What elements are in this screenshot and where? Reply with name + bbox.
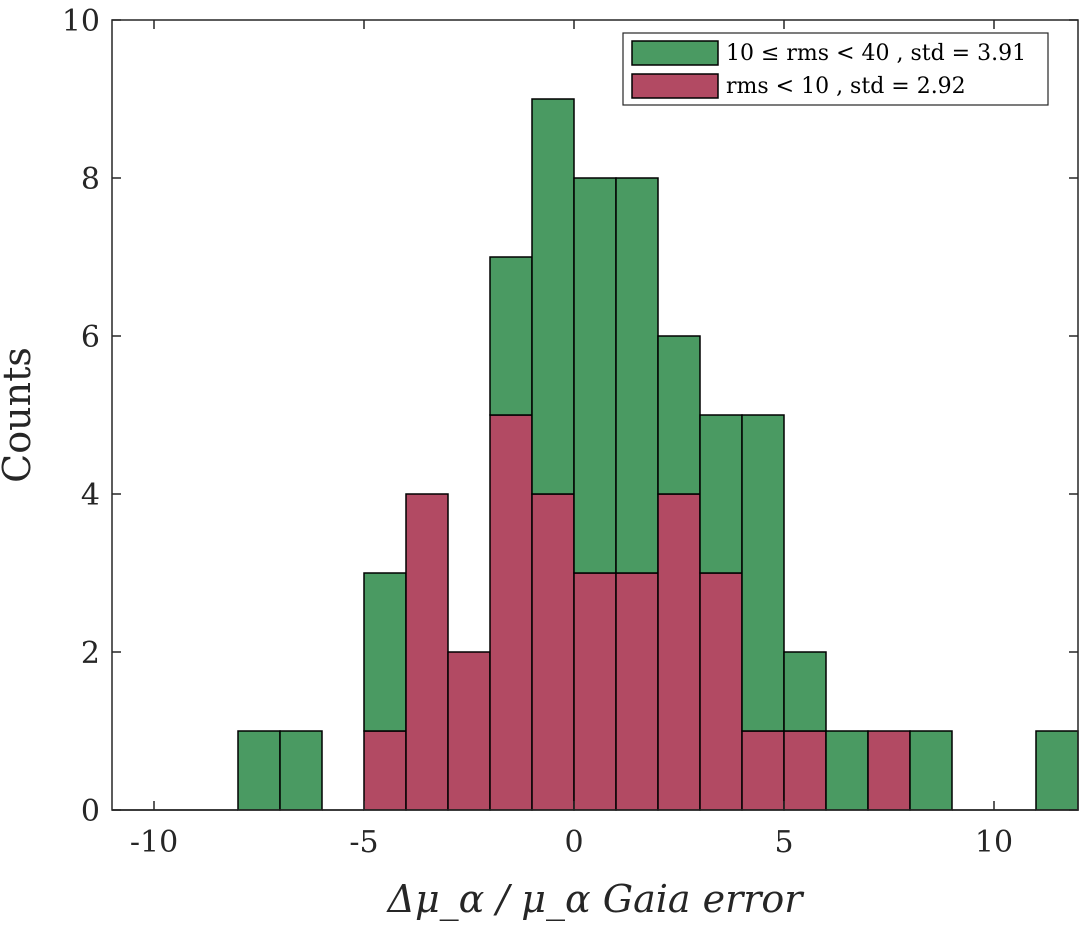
x-axis-ticks: -10 -5 0 5 10 bbox=[130, 20, 1013, 860]
y-tick-label: 8 bbox=[81, 162, 100, 197]
y-tick-label: 10 bbox=[62, 4, 100, 39]
x-tick-label: 0 bbox=[564, 825, 583, 860]
histogram-bar-series-0 bbox=[615, 572, 659, 811]
histogram-bar-series-0 bbox=[867, 730, 911, 811]
histogram-bar-series-1 bbox=[363, 572, 407, 732]
histogram-bar-series-1 bbox=[699, 414, 743, 574]
x-tick-label: 5 bbox=[774, 825, 793, 860]
y-axis-label: Counts bbox=[0, 347, 39, 483]
histogram-bar-series-0 bbox=[489, 414, 533, 811]
y-tick-label: 0 bbox=[81, 794, 100, 829]
histogram-bars bbox=[237, 98, 1079, 811]
y-tick-label: 4 bbox=[81, 478, 100, 513]
histogram-bar-series-0 bbox=[741, 730, 785, 811]
legend-entry-label: rms < 10 , std = 2.92 bbox=[726, 74, 966, 99]
histogram-bar-series-1 bbox=[657, 335, 701, 495]
legend-swatch bbox=[631, 40, 719, 66]
plot-area-frame bbox=[111, 19, 1079, 811]
histogram-bar-series-0 bbox=[699, 572, 743, 811]
histogram-bar-series-0 bbox=[447, 651, 491, 811]
legend-swatch bbox=[631, 73, 719, 99]
x-tick-label: -5 bbox=[349, 825, 378, 860]
histogram-bar-series-0 bbox=[657, 493, 701, 811]
histogram-bar-series-1 bbox=[531, 98, 575, 495]
histogram-bar-series-0 bbox=[363, 730, 407, 811]
y-tick-label: 2 bbox=[81, 636, 100, 671]
legend: 10 ≤ rms < 40 , std = 3.91 rms < 10 , std… bbox=[622, 32, 1049, 106]
histogram-bar-series-0 bbox=[573, 572, 617, 811]
y-tick-label: 6 bbox=[81, 320, 100, 355]
legend-entry-label: 10 ≤ rms < 40 , std = 3.91 bbox=[726, 41, 1026, 66]
histogram-bar-series-1 bbox=[783, 651, 827, 732]
y-axis-ticks: 0 2 4 6 8 10 bbox=[62, 4, 1078, 829]
histogram-bar-series-0 bbox=[405, 493, 449, 811]
x-tick-label: 10 bbox=[975, 825, 1013, 860]
histogram-bar-series-1 bbox=[237, 730, 281, 811]
x-axis-label: Δμ_α / μ_α Gaia error bbox=[386, 877, 806, 922]
histogram-bar-series-1 bbox=[615, 177, 659, 574]
histogram-bar-series-1 bbox=[825, 730, 869, 811]
histogram-bar-series-1 bbox=[489, 256, 533, 416]
histogram-bar-series-0 bbox=[531, 493, 575, 811]
histogram-bar-series-1 bbox=[741, 414, 785, 732]
histogram-bar-series-1 bbox=[1035, 730, 1079, 811]
histogram-bar-series-1 bbox=[909, 730, 953, 811]
x-tick-label: -10 bbox=[130, 825, 178, 860]
histogram-bar-series-1 bbox=[279, 730, 323, 811]
histogram-bar-series-1 bbox=[573, 177, 617, 574]
histogram-bar-series-0 bbox=[783, 730, 827, 811]
